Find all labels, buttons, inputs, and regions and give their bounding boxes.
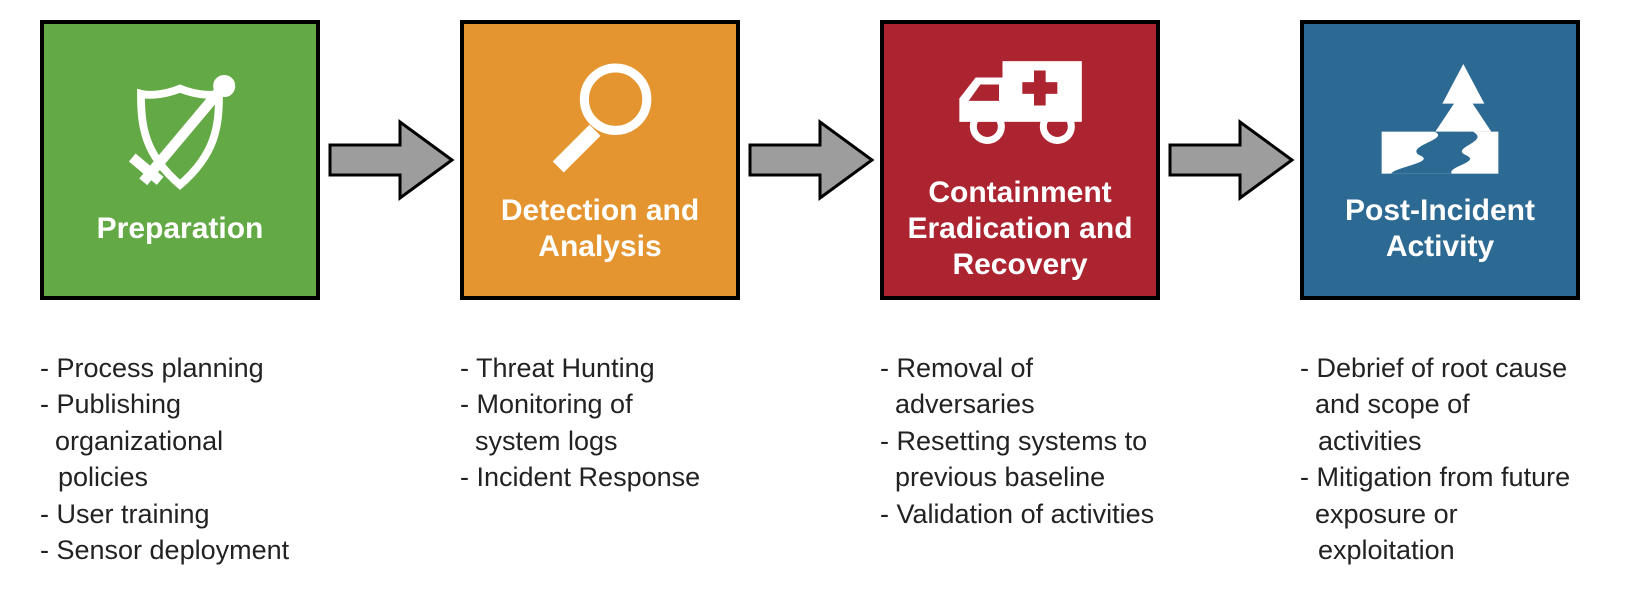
bullet-line: organizational policies: [40, 423, 320, 496]
bullet-line: - User training: [40, 496, 320, 532]
magnifier-icon: [530, 55, 670, 185]
phase-box-preparation: Preparation: [40, 20, 320, 300]
bullet-line: and scope of activities: [1300, 386, 1580, 459]
bullet-line: - Mitigation from future: [1300, 459, 1580, 495]
phase-box-containment: Containment Eradication and Recovery: [880, 20, 1160, 300]
bullets-row: - Process planning- Publishing organizat…: [40, 350, 1610, 569]
bullet-line: - Threat Hunting: [460, 350, 740, 386]
arrow-icon: [740, 110, 880, 210]
bullet-line: adversaries: [880, 386, 1160, 422]
phase-box-detection: Detection and Analysis: [460, 20, 740, 300]
phase-title: Post-Incident Activity: [1314, 193, 1566, 265]
bullet-line: - Removal of: [880, 350, 1160, 386]
bullet-line: - Process planning: [40, 350, 320, 386]
bullet-line: - Resetting systems to: [880, 423, 1160, 459]
bullet-line: system logs: [460, 423, 740, 459]
phase-title: Preparation: [97, 211, 264, 247]
ambulance-icon: [950, 37, 1090, 167]
bullet-line: exposure or exploitation: [1300, 496, 1580, 569]
bullets-col-preparation: - Process planning- Publishing organizat…: [40, 350, 320, 569]
bullet-line: - Validation of activities: [880, 496, 1160, 532]
bullets-col-containment: - Removal of adversaries- Resetting syst…: [880, 350, 1160, 569]
bullets-col-post-incident: - Debrief of root cause and scope of act…: [1300, 350, 1580, 569]
bullet-line: - Sensor deployment: [40, 532, 320, 568]
phase-title: Containment Eradication and Recovery: [894, 175, 1146, 283]
flow-row: Preparation Detection and Analysis: [40, 20, 1610, 300]
bullet-line: - Debrief of root cause: [1300, 350, 1580, 386]
bullets-col-detection: - Threat Hunting- Monitoring of system l…: [460, 350, 740, 569]
arrow-icon: [1160, 110, 1300, 210]
path-tree-icon: [1370, 55, 1510, 185]
arrow-icon: [320, 110, 460, 210]
bullet-line: - Incident Response: [460, 459, 740, 495]
phase-title: Detection and Analysis: [474, 193, 726, 265]
shield-sword-icon: [110, 73, 250, 203]
bullet-line: - Publishing: [40, 386, 320, 422]
bullet-line: - Monitoring of: [460, 386, 740, 422]
bullet-line: previous baseline: [880, 459, 1160, 495]
phase-box-post-incident: Post-Incident Activity: [1300, 20, 1580, 300]
